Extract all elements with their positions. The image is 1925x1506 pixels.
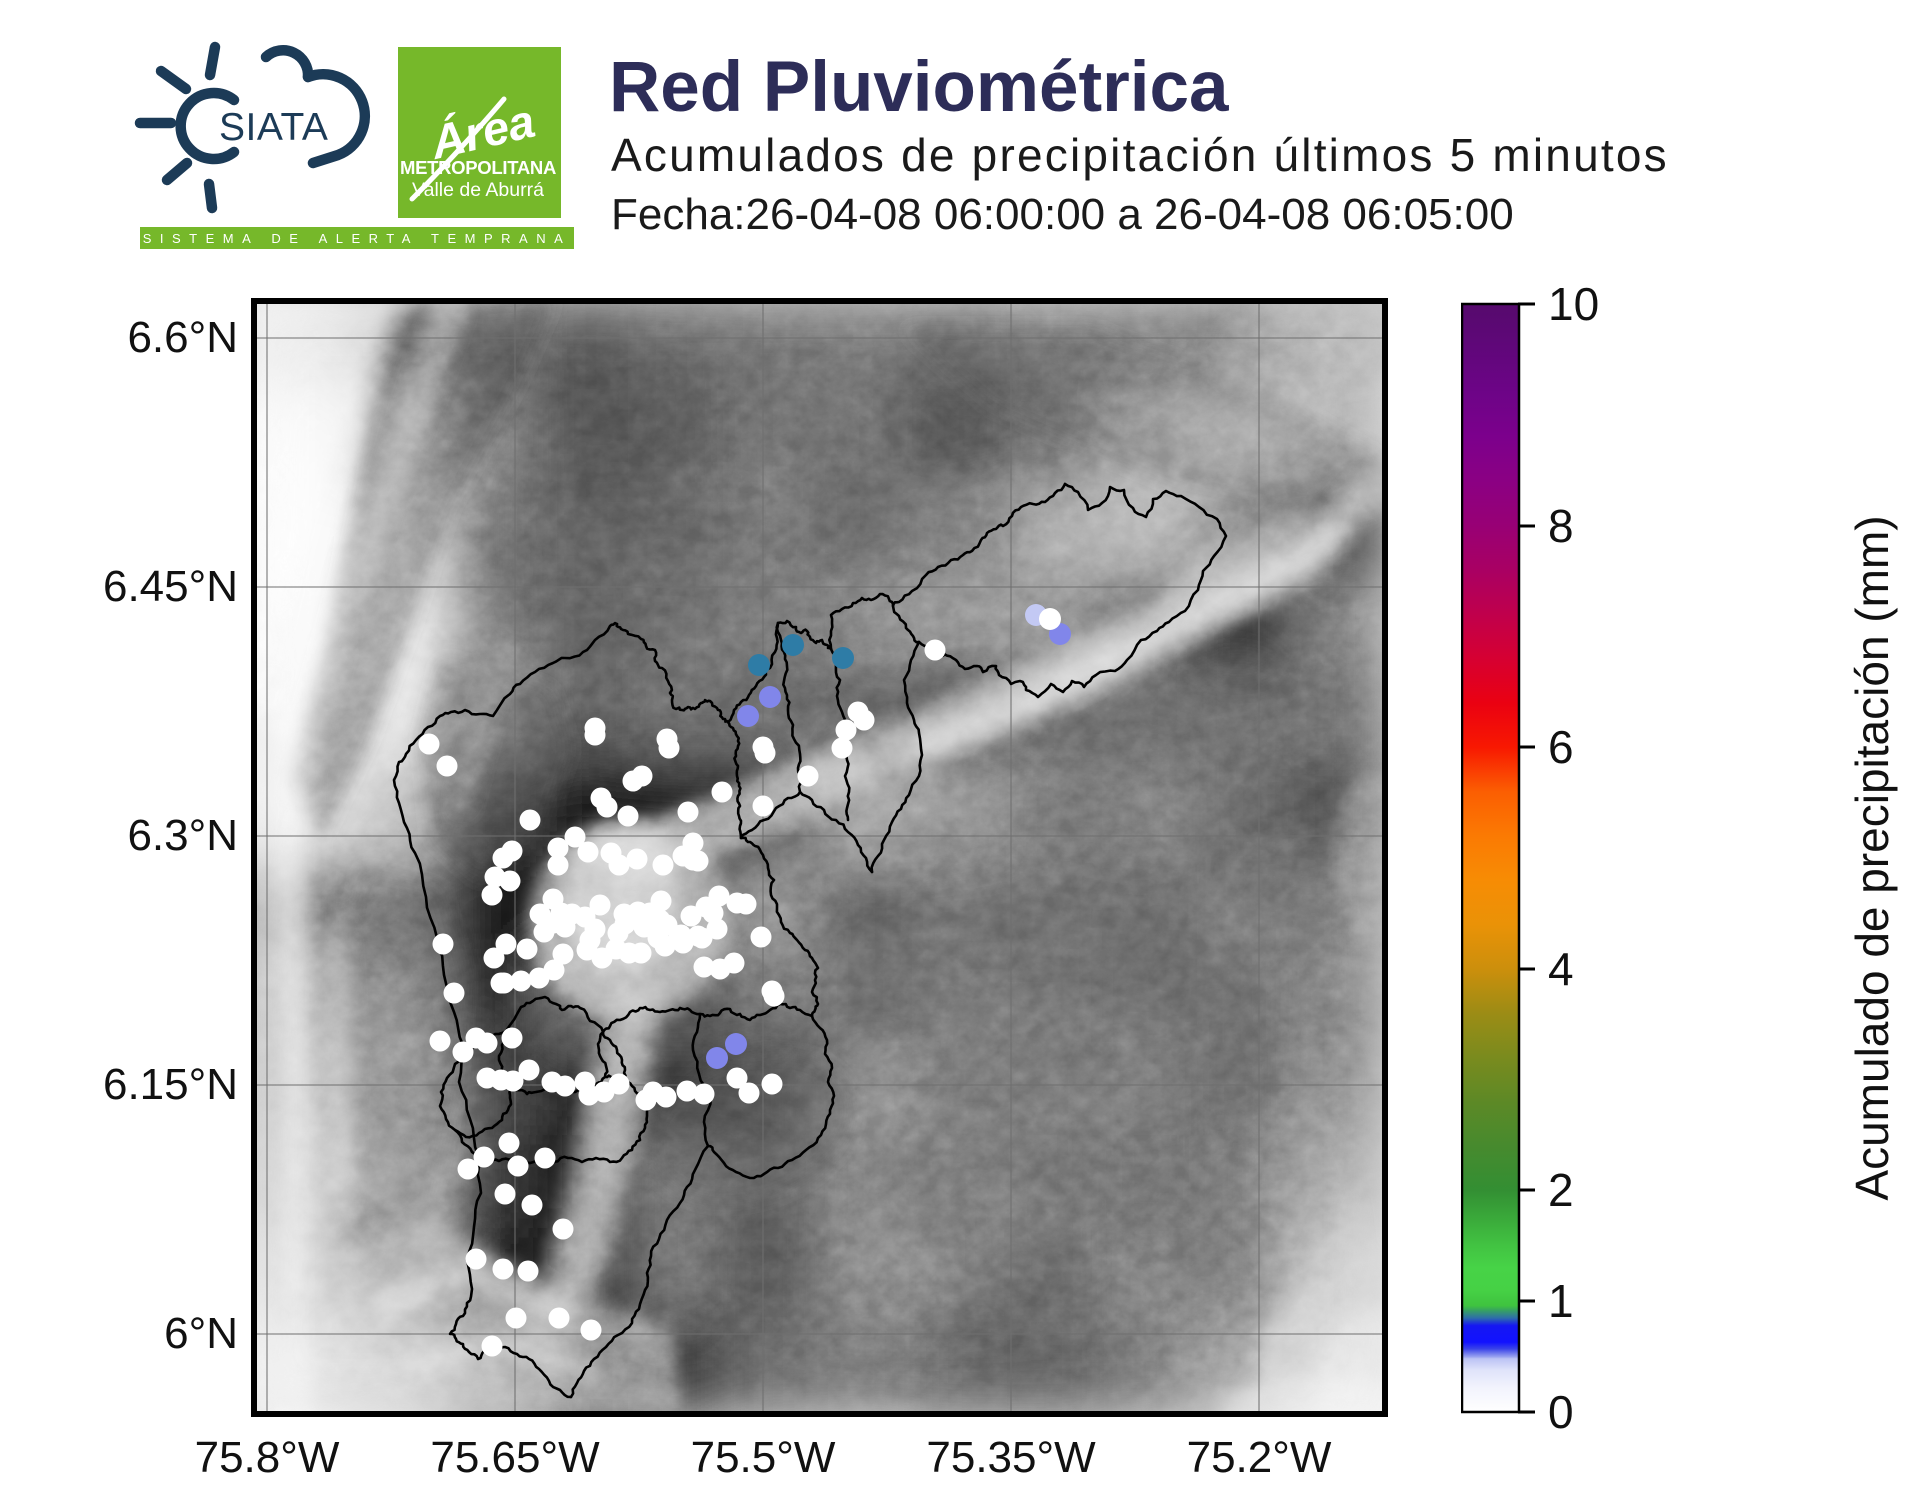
svg-text:METROPOLITANA: METROPOLITANA — [400, 157, 556, 178]
svg-text:SIATA: SIATA — [219, 106, 328, 149]
svg-text:Valle de Aburrá: Valle de Aburrá — [412, 179, 544, 201]
